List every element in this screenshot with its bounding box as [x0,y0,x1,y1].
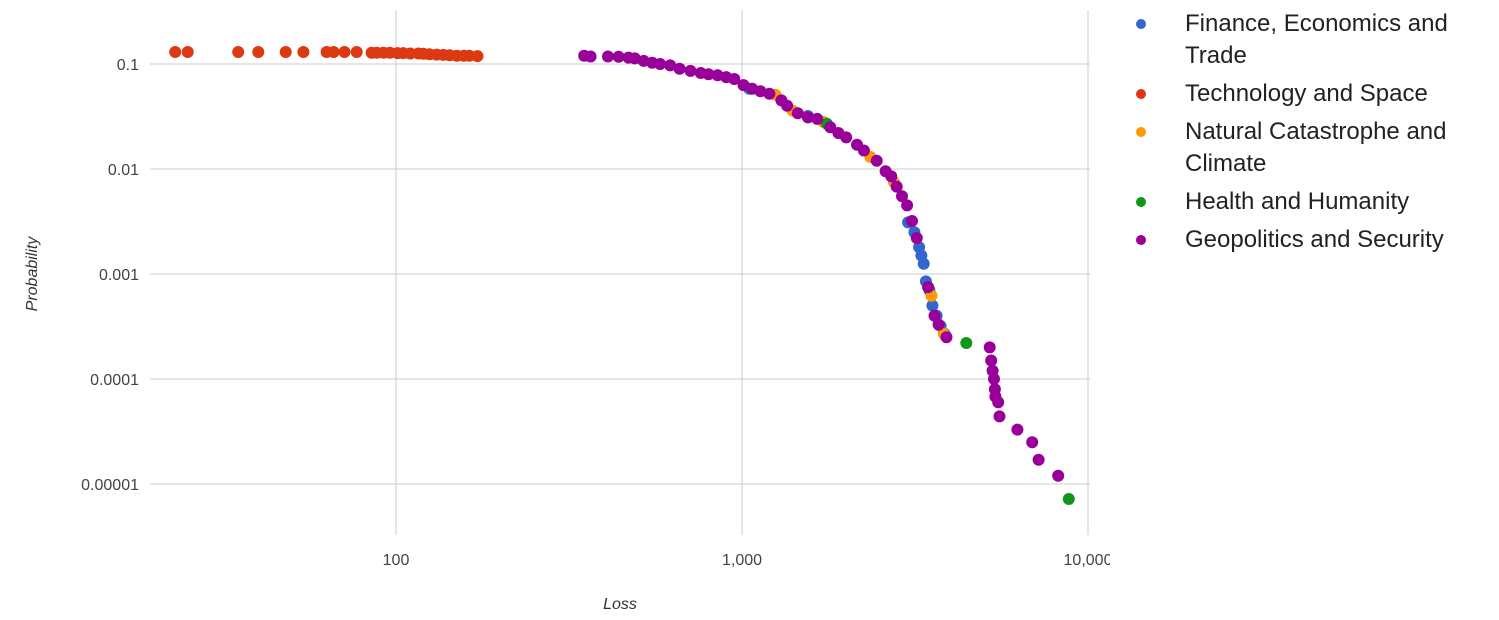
point-geopolitics-and-security [612,50,625,63]
point-geopolitics-and-security [840,131,853,144]
y-tick-label: 0.001 [99,267,139,284]
point-geopolitics-and-security [870,154,883,167]
legend-dot-icon [1136,19,1146,29]
point-health-and-humanity [1062,493,1075,505]
legend-item: Technology and Space [1130,78,1495,110]
legend-dot-icon [1136,127,1146,137]
legend-label: Health and Humanity [1185,188,1410,215]
y-axis-title: Probability [24,236,41,312]
point-geopolitics-and-security [985,354,998,367]
point-geopolitics-and-security [754,85,767,98]
point-geopolitics-and-security [993,410,1006,423]
point-geopolitics-and-security [932,318,945,331]
point-technology-and-space [297,46,310,58]
point-geopolitics-and-security [781,99,794,112]
point-geopolitics-and-security [1026,436,1039,449]
point-technology-and-space [181,46,194,58]
legend-item: Geopolitics and Security [1130,224,1495,256]
point-geopolitics-and-security [890,180,903,193]
x-tick-label: 100 [383,552,410,569]
legend-item: Health and Humanity [1130,186,1495,218]
point-health-and-humanity [960,337,973,349]
point-technology-and-space [471,50,484,63]
legend-dot-icon [1136,89,1146,99]
point-geopolitics-and-security [896,190,908,203]
point-geopolitics-and-security [992,396,1005,409]
chart-legend: Finance, Economics and Trade Technology a… [1130,8,1495,262]
point-finance-economics-and-trade [917,257,930,270]
point-technology-and-space [169,46,182,58]
point-geopolitics-and-security [811,112,824,125]
point-technology-and-space [327,46,340,58]
tick-labels: 100 1,000 10,000 0.1 0.01 0.001 0.0001 0.00001 [81,57,1110,569]
point-technology-and-space [279,46,292,58]
point-finance-economics-and-trade [926,299,939,312]
legend-dot-icon [1136,235,1146,245]
point-geopolitics-and-security [922,281,935,294]
x-tick-label: 10,000 [1064,552,1110,569]
legend-dot-icon [1136,197,1146,207]
point-geopolitics-and-security [801,111,814,124]
point-technology-and-space [252,46,265,58]
legend-label: Technology and Space [1185,80,1428,107]
point-geopolitics-and-security [1032,453,1045,466]
y-tick-label: 0.1 [117,57,139,74]
point-geopolitics-and-security [983,341,996,354]
legend-label: Geopolitics and Security [1185,226,1444,253]
legend-label: Natural Catastrophe and Climate [1185,118,1447,177]
x-tick-label: 1,000 [722,552,762,569]
point-geopolitics-and-security [791,107,804,120]
legend-item: Finance, Economics and Trade [1130,8,1495,72]
point-geopolitics-and-security [584,50,597,63]
point-geopolitics-and-security [940,331,953,344]
point-geopolitics-and-security [702,68,715,81]
point-geopolitics-and-security [910,232,923,244]
gridlines [150,10,1090,535]
point-geopolitics-and-security [664,59,677,72]
point-geopolitics-and-security [988,373,1000,385]
point-geopolitics-and-security [763,87,776,100]
point-technology-and-space [232,46,245,58]
y-tick-label: 0.0001 [90,372,139,389]
scatter-chart: 100 1,000 10,0000.10.010.0010.00010.00001 … [24,10,1110,613]
x-axis-title: Loss [603,596,637,613]
point-geopolitics-and-security [673,62,686,75]
point-geopolitics-and-security [1011,423,1024,436]
legend-label: Finance, Economics and Trade [1185,10,1448,69]
y-tick-label: 0.01 [108,162,139,179]
point-geopolitics-and-security [857,144,870,157]
point-technology-and-space [338,46,351,58]
point-geopolitics-and-security [901,199,914,212]
legend-item: Natural Catastrophe and Climate [1130,116,1495,180]
data-points [169,46,1075,505]
point-geopolitics-and-security [728,73,741,85]
point-geopolitics-and-security [1052,469,1065,482]
y-tick-label: 0.00001 [81,477,139,494]
point-geopolitics-and-security [654,58,667,70]
point-geopolitics-and-security [684,64,697,77]
point-technology-and-space [350,46,363,58]
point-geopolitics-and-security [602,50,614,63]
point-geopolitics-and-security [906,215,918,227]
point-geopolitics-and-security [885,170,898,183]
